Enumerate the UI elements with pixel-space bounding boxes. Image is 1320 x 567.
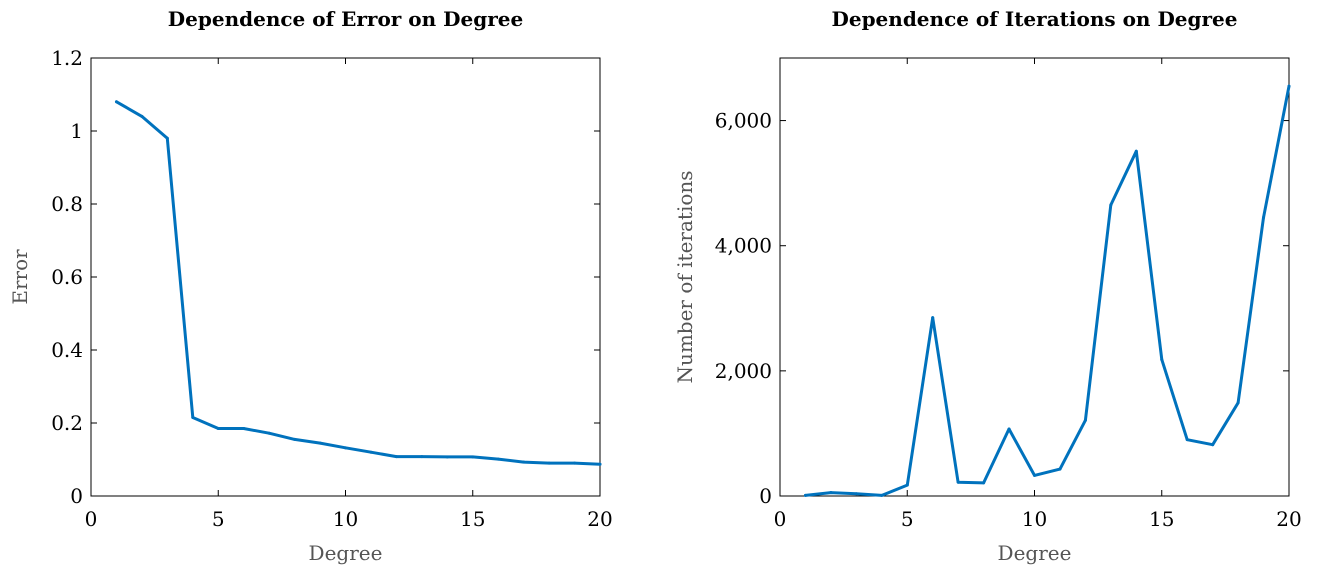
data-point bbox=[880, 493, 884, 497]
series-line bbox=[804, 84, 1291, 497]
data-point bbox=[293, 437, 297, 441]
data-point bbox=[1160, 358, 1164, 362]
data-point bbox=[956, 480, 960, 484]
data-point bbox=[496, 457, 500, 461]
y-axis-label: Error bbox=[8, 249, 32, 305]
data-point bbox=[829, 491, 833, 495]
y-axis-label: Number of iterations bbox=[673, 170, 697, 383]
data-point bbox=[1262, 216, 1266, 220]
data-point bbox=[369, 450, 373, 454]
x-tick-label: 0 bbox=[85, 507, 98, 531]
data-point bbox=[1236, 401, 1240, 405]
data-point bbox=[1134, 149, 1138, 153]
data-point bbox=[1033, 473, 1036, 477]
x-tick-label: 15 bbox=[460, 507, 485, 531]
x-tick-label: 15 bbox=[1149, 507, 1174, 531]
x-tick-label: 10 bbox=[333, 507, 358, 531]
data-point bbox=[1185, 438, 1189, 442]
data-point bbox=[242, 426, 246, 430]
data-point bbox=[140, 114, 144, 118]
x-tick-label: 20 bbox=[1276, 507, 1301, 531]
series-line bbox=[115, 100, 602, 466]
data-point bbox=[445, 455, 449, 459]
data-point bbox=[1211, 443, 1215, 447]
data-point bbox=[318, 441, 322, 445]
data-point bbox=[216, 426, 220, 430]
y-tick-label: 4,000 bbox=[715, 234, 772, 258]
data-point bbox=[854, 492, 858, 496]
data-point bbox=[573, 461, 577, 465]
y-tick-label: 0 bbox=[70, 484, 83, 508]
x-tick-label: 0 bbox=[774, 507, 787, 531]
y-tick-label: 0 bbox=[759, 484, 772, 508]
data-point bbox=[547, 461, 551, 465]
y-tick-label: 0.2 bbox=[51, 411, 83, 435]
x-axis-label: Degree bbox=[998, 541, 1072, 565]
data-point bbox=[905, 483, 909, 487]
data-point bbox=[1083, 418, 1087, 422]
data-point bbox=[1287, 84, 1291, 88]
data-point bbox=[982, 481, 986, 485]
data-point bbox=[598, 462, 602, 466]
y-tick-label: 1.2 bbox=[51, 46, 83, 70]
data-point bbox=[1058, 467, 1062, 471]
error-chart: Dependence of Error on Degree 0 5 10 15 20 0 0.… bbox=[8, 7, 613, 565]
data-point bbox=[471, 455, 475, 459]
x-tick-label: 20 bbox=[587, 507, 612, 531]
chart-title: Dependence of Iterations on Degree bbox=[832, 7, 1238, 31]
data-point bbox=[191, 416, 195, 420]
data-point bbox=[267, 431, 271, 435]
plot-frame bbox=[779, 57, 1290, 497]
iterations-chart: Dependence of Iterations on Degree 0 5 10 15… bbox=[673, 7, 1302, 565]
data-point bbox=[1007, 427, 1011, 431]
plot-frame bbox=[90, 57, 601, 497]
y-tick-label: 0.4 bbox=[51, 338, 83, 362]
y-tick-label: 6,000 bbox=[715, 109, 772, 133]
data-point bbox=[165, 136, 169, 140]
data-point bbox=[114, 100, 118, 104]
data-point bbox=[344, 446, 347, 450]
data-point bbox=[803, 493, 807, 497]
data-point bbox=[931, 316, 935, 320]
x-axis-label: Degree bbox=[309, 541, 383, 565]
data-point bbox=[1109, 203, 1113, 207]
x-tick-label: 5 bbox=[212, 507, 225, 531]
data-point bbox=[394, 455, 398, 459]
y-tick-label: 0.6 bbox=[51, 265, 83, 289]
y-tick-label: 1 bbox=[70, 119, 83, 143]
x-tick-label: 10 bbox=[1022, 507, 1047, 531]
data-point bbox=[522, 460, 526, 464]
y-tick-label: 0.8 bbox=[51, 192, 83, 216]
data-point bbox=[420, 455, 424, 459]
x-tick-label: 5 bbox=[901, 507, 914, 531]
y-tick-label: 2,000 bbox=[715, 359, 772, 383]
chart-title: Dependence of Error on Degree bbox=[168, 7, 523, 31]
